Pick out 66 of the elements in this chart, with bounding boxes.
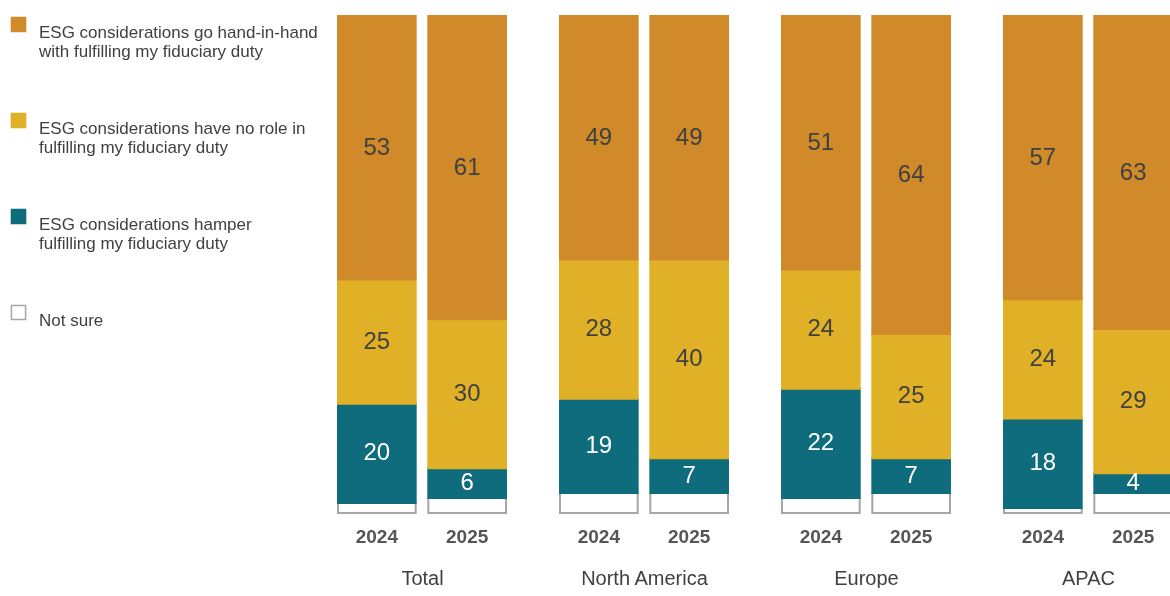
data-label: 24 [807, 314, 835, 342]
data-label: 64 [897, 160, 925, 188]
data-label: 25 [897, 381, 925, 409]
bar [871, 333, 951, 460]
data-label: 20 [363, 438, 391, 466]
data-label: 57 [1029, 142, 1057, 170]
bar [781, 15, 861, 271]
data-label: 18 [1029, 448, 1057, 476]
bar [559, 492, 639, 514]
data-label: 53 [363, 132, 391, 160]
data-label: 61 [453, 152, 481, 180]
legend-label: ESG considerations go hand-in-hand with fulfilling my fiduciary duty [38, 22, 318, 61]
x-tick-label: 2025 [446, 525, 489, 547]
data-label: 49 [585, 122, 613, 150]
data-label: 19 [585, 430, 613, 458]
bar [649, 258, 729, 460]
x-axis-title: APAC [1062, 566, 1115, 589]
x-tick-label: 2024 [355, 525, 399, 547]
x-tick-label: 2024 [577, 525, 621, 547]
data-label: 22 [807, 428, 835, 456]
data-label: 7 [682, 460, 696, 488]
x-tick-label: 2025 [1112, 525, 1155, 547]
bar [427, 318, 507, 470]
bar [649, 457, 729, 495]
data-label: 49 [675, 122, 703, 150]
bar [337, 402, 417, 505]
bar [1003, 417, 1083, 510]
bar [559, 397, 639, 495]
data-label: 29 [1119, 386, 1147, 414]
x-tick-label: 2025 [890, 525, 933, 547]
data-label: 28 [585, 314, 613, 342]
bar [649, 492, 729, 514]
bar [337, 15, 417, 281]
legend-label: ESG considerations hamper fulfilling my fiduciary duty [39, 214, 252, 253]
bar [559, 15, 639, 261]
x-tick-label: 2024 [1021, 525, 1065, 547]
data-label: 30 [453, 378, 481, 406]
bar [871, 15, 951, 336]
bar [337, 278, 417, 405]
data-label: 24 [1029, 343, 1057, 371]
bar [1003, 298, 1083, 420]
data-label: 25 [363, 326, 391, 354]
bar [781, 387, 861, 500]
data-label: 63 [1119, 157, 1147, 185]
bar [559, 258, 639, 400]
bar [649, 15, 729, 261]
data-label: 7 [904, 460, 918, 488]
x-tick-label: 2024 [799, 525, 843, 547]
bar [1003, 15, 1083, 301]
data-label: 4 [1126, 468, 1140, 496]
bar [427, 467, 507, 500]
data-label: 6 [460, 468, 474, 496]
x-axis-title: Europe [834, 566, 899, 589]
x-tick-label: 2025 [668, 525, 711, 547]
x-axis-title: Total [401, 566, 444, 589]
legend-label: Not sure [39, 310, 104, 330]
bar [781, 268, 861, 390]
bar [871, 492, 951, 514]
x-axis-title: North America [581, 566, 709, 589]
bar [1093, 15, 1170, 331]
bar [427, 15, 507, 321]
bar [1093, 328, 1170, 475]
legend-label: ESG considerations have no role in fulfilling my fiduciary duty [39, 118, 306, 157]
data-label: 51 [807, 127, 835, 155]
bar [871, 457, 951, 495]
data-label: 40 [675, 343, 703, 371]
